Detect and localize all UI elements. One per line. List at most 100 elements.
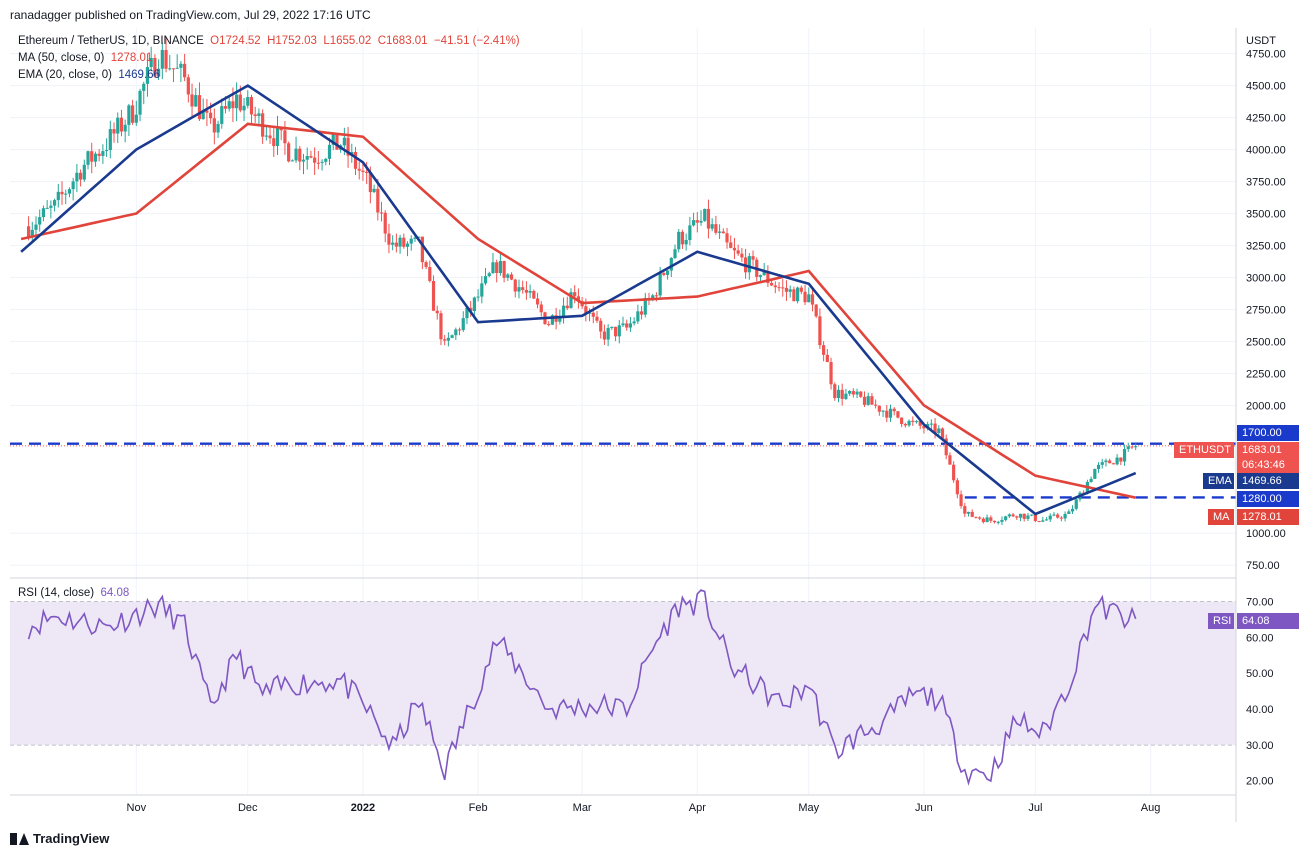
candle-body — [420, 236, 424, 263]
candle — [810, 286, 815, 312]
candle-body — [82, 164, 86, 180]
candle-body — [599, 320, 603, 332]
candle-body — [729, 242, 733, 248]
symbol-title: Ethereum / TetherUS, 1D, BINANCE — [18, 35, 204, 47]
candle — [1007, 513, 1011, 518]
candle-body — [547, 324, 551, 326]
tradingview-logo[interactable]: TradingView — [10, 831, 109, 846]
candle — [1122, 444, 1127, 466]
candle — [740, 247, 744, 262]
candle — [818, 308, 822, 350]
candle-body — [721, 231, 725, 234]
price-tick-label: 750.00 — [1246, 560, 1280, 572]
candle-body — [365, 172, 369, 174]
candle-body — [294, 148, 298, 161]
candle-body — [1026, 515, 1030, 519]
candle — [881, 409, 885, 417]
price-axis-unit: USDT — [1246, 35, 1276, 47]
candle-body — [301, 159, 306, 162]
candle — [985, 514, 989, 523]
candle-body — [981, 518, 985, 523]
candle-body — [506, 274, 510, 278]
candle — [911, 416, 915, 426]
candle-body — [402, 237, 406, 247]
time-tick-label: 2022 — [351, 802, 375, 814]
candle — [751, 250, 755, 266]
candle — [491, 252, 495, 274]
candle-body — [1111, 463, 1115, 465]
ohlc-low: L1655.02 — [323, 35, 372, 47]
candle — [324, 157, 328, 166]
candle-body — [290, 160, 294, 162]
candle — [639, 305, 644, 320]
candle-body — [342, 137, 346, 146]
candle — [502, 260, 506, 283]
candle — [301, 153, 306, 175]
candle — [770, 280, 774, 287]
candle-body — [625, 323, 629, 328]
candle — [205, 98, 209, 127]
price-tick-label: 3500.00 — [1246, 208, 1286, 220]
candle-body — [799, 287, 803, 292]
candle — [796, 286, 800, 304]
candle — [602, 324, 607, 345]
candle-body — [450, 335, 454, 338]
ma-tag-value: 1278.01 — [1237, 509, 1299, 525]
candle-body — [587, 312, 592, 314]
candle — [524, 281, 529, 300]
candle — [721, 228, 725, 234]
candle-body — [309, 156, 313, 158]
candle-body — [223, 106, 228, 109]
candle-body — [264, 135, 268, 137]
candle — [108, 120, 112, 159]
candle — [877, 405, 881, 416]
ema-tag-value: 1469.66 — [1237, 473, 1299, 489]
candle — [183, 53, 187, 82]
candle — [703, 208, 707, 222]
candle-body — [966, 511, 971, 514]
candle-body — [327, 144, 332, 159]
candle-body — [104, 150, 109, 152]
price-tick-label: 4500.00 — [1246, 81, 1286, 93]
candle-body — [814, 304, 818, 317]
candle-body — [963, 506, 967, 514]
candle-body — [740, 253, 744, 258]
candle — [966, 511, 971, 517]
candle-body — [758, 275, 763, 277]
candle-body — [1056, 514, 1060, 518]
candle-body — [183, 63, 187, 78]
candle-body — [803, 291, 807, 303]
candle-body — [149, 57, 153, 68]
candle — [41, 205, 46, 222]
candle-body — [706, 208, 711, 229]
ema-legend-value: 1469.66 — [118, 69, 160, 81]
time-tick-label: Aug — [1141, 802, 1161, 814]
ma-tag-label: MA — [1208, 509, 1234, 525]
candle-body — [220, 106, 224, 124]
candle-body — [509, 274, 514, 280]
candle-body — [175, 67, 179, 69]
candle-body — [996, 521, 1000, 523]
candle-body — [513, 279, 517, 292]
candle — [1063, 511, 1067, 522]
candle — [424, 260, 428, 270]
candle — [781, 279, 785, 297]
candle-body — [71, 181, 75, 190]
ethusdt-symbol-tag: ETHUSDT — [1174, 442, 1234, 458]
candle-body — [30, 229, 34, 238]
candle — [963, 502, 967, 518]
candle — [1104, 458, 1108, 467]
candle-body — [992, 520, 997, 523]
candle — [680, 229, 685, 249]
candle — [565, 296, 569, 311]
candle-body — [368, 172, 372, 193]
candles[interactable] — [26, 36, 1138, 526]
candle-body — [658, 273, 662, 296]
time-tick-label: Nov — [127, 802, 147, 814]
candle — [1119, 457, 1123, 466]
candle-body — [937, 428, 941, 434]
candle — [944, 434, 948, 460]
candle-body — [283, 130, 287, 144]
candle — [313, 147, 317, 176]
candle-body — [517, 287, 521, 292]
